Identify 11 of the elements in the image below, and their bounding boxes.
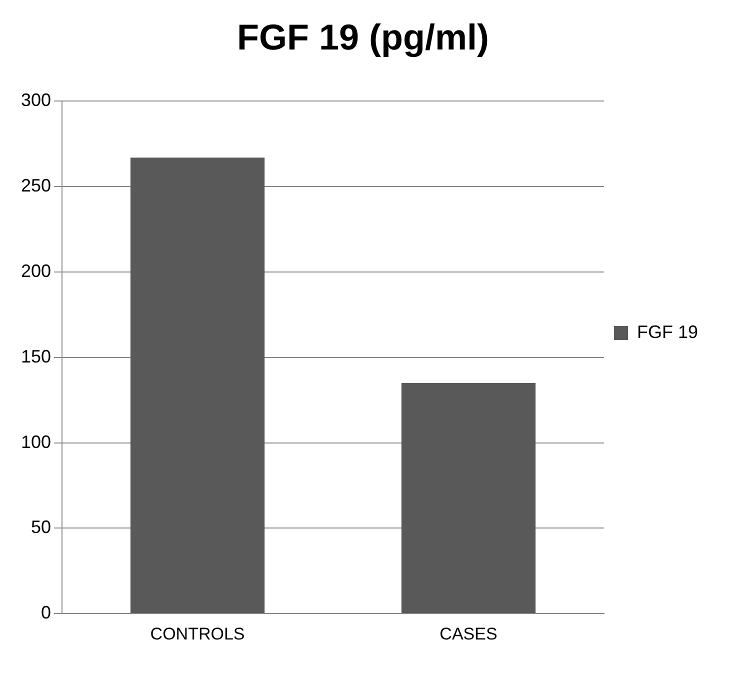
x-tick-label: CONTROLS — [150, 624, 245, 644]
legend-label: FGF 19 — [636, 322, 698, 342]
y-tick-label: 200 — [20, 260, 52, 281]
y-tick-label: 150 — [20, 346, 52, 366]
y-tick-label: 0 — [41, 602, 52, 623]
y-tick-label: 100 — [20, 432, 52, 452]
x-tick-label: CASES — [440, 624, 498, 644]
y-tick-label: 300 — [20, 90, 52, 110]
y-tick-label: 50 — [31, 517, 52, 538]
chart-title: FGF 19 (pg/ml) — [237, 16, 489, 58]
y-tick-label: 250 — [20, 176, 52, 196]
